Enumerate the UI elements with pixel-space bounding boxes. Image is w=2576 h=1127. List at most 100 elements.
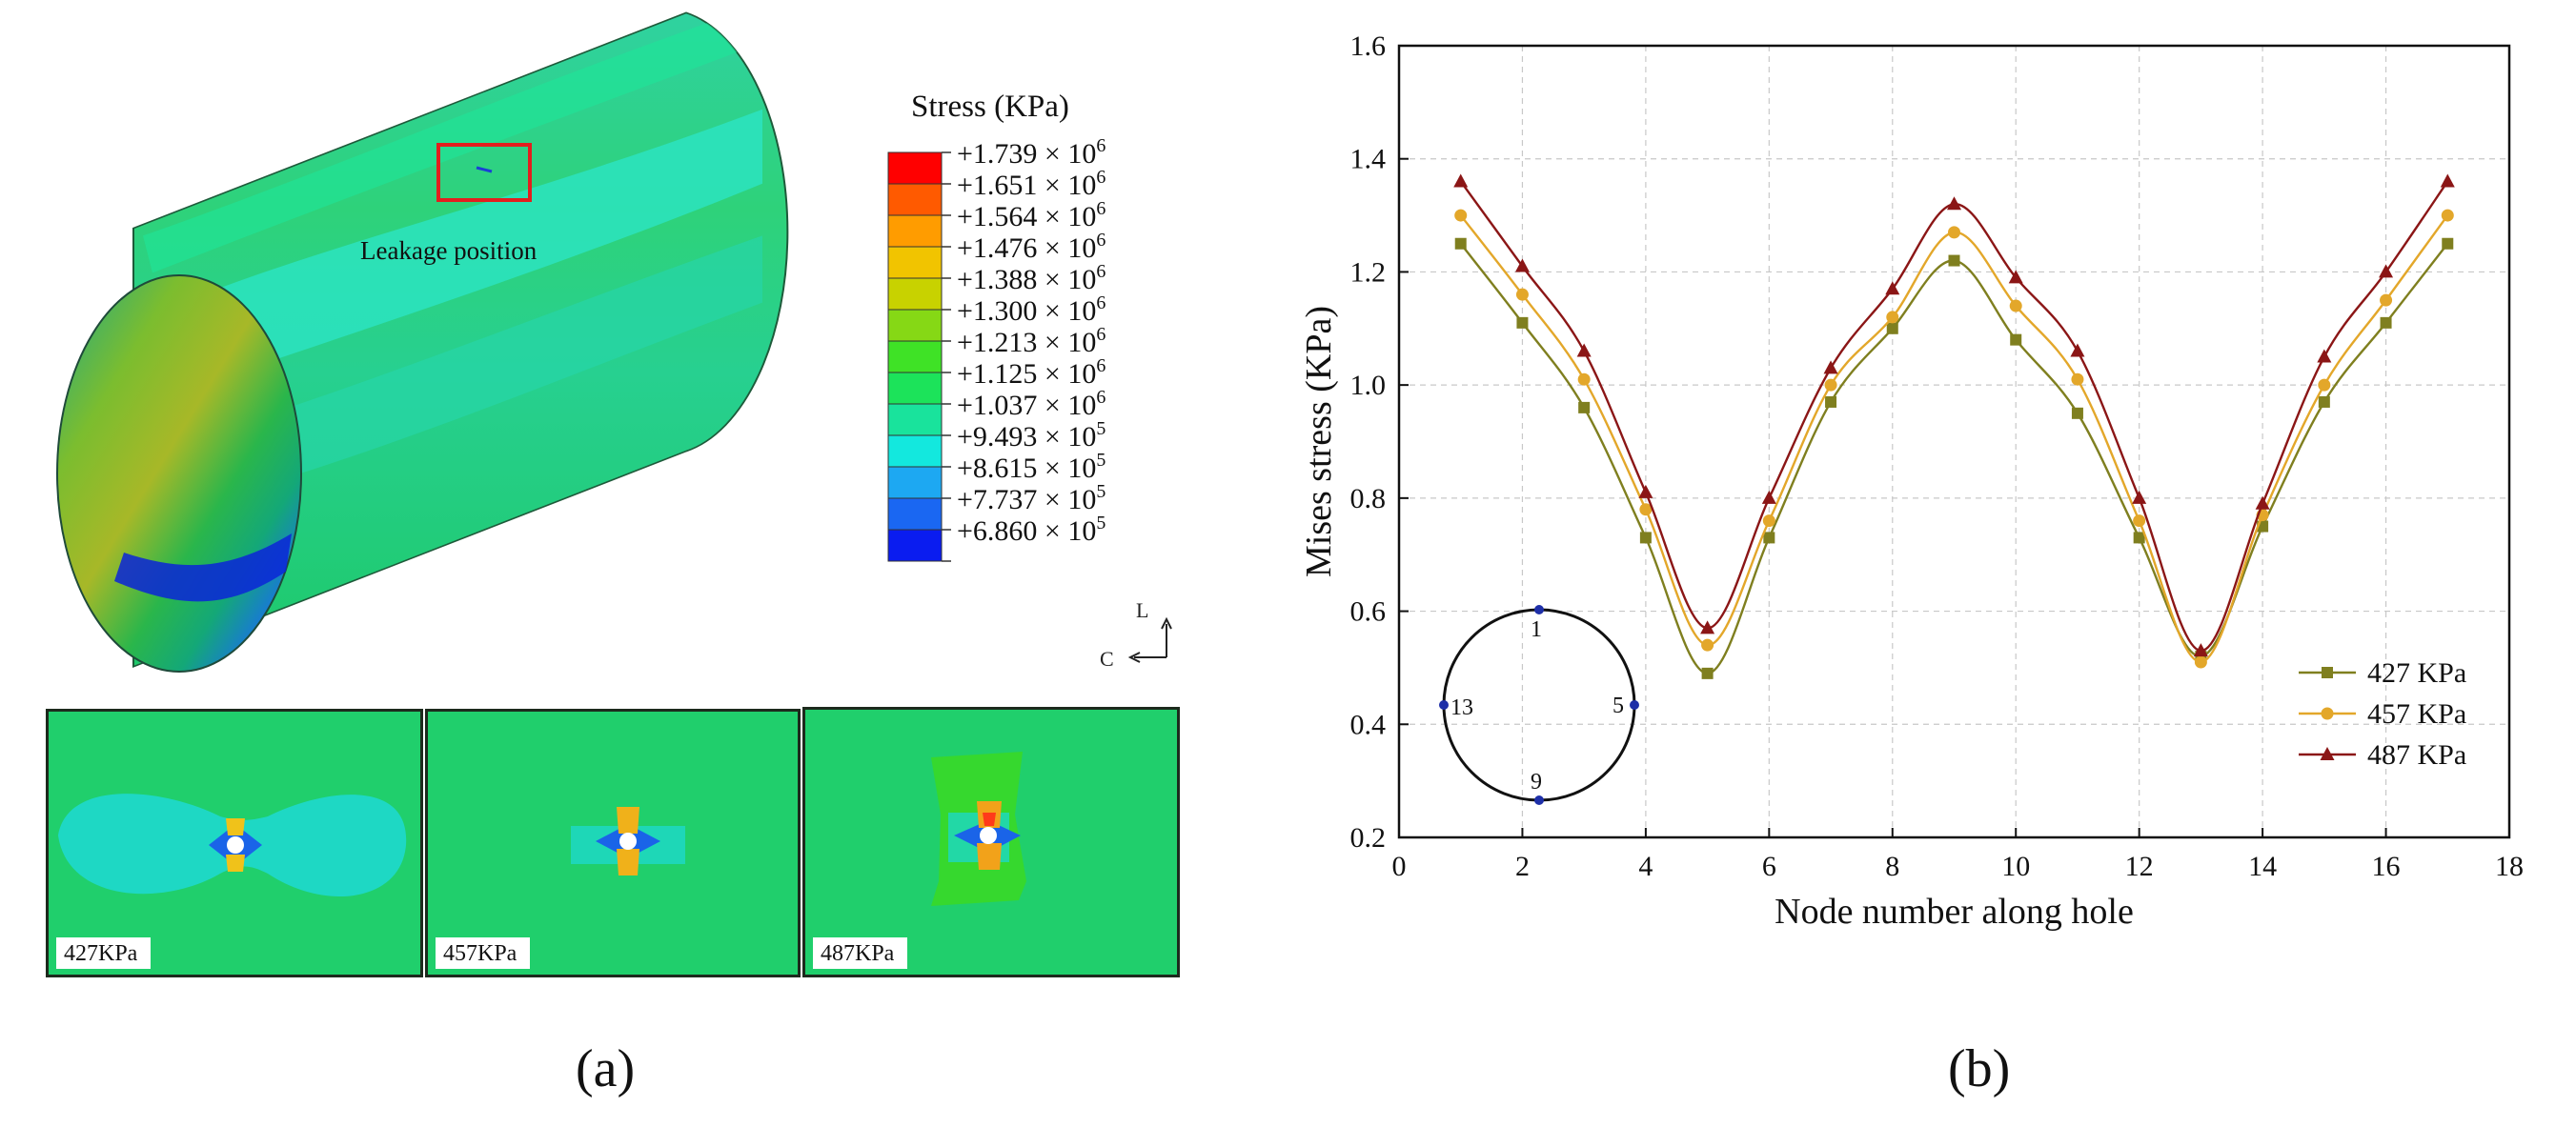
y-tick-label: 0.2 (1350, 822, 1387, 854)
x-tick-label: 10 (2001, 851, 2030, 882)
axis-c-label: C (1100, 647, 1114, 671)
legend-entry: 457 KPa (2299, 698, 2466, 730)
data-point (2442, 237, 2454, 250)
y-tick-label: 0.6 (1350, 596, 1387, 628)
legend-swatch (887, 277, 943, 311)
y-tick-label: 0.8 (1350, 483, 1387, 514)
data-point (2010, 333, 2022, 346)
data-point (2071, 407, 2083, 419)
legend-swatch (887, 434, 943, 468)
y-tick-label: 0.4 (1350, 709, 1387, 740)
data-point (2320, 747, 2335, 760)
legend-value: +1.213 × 106 (957, 324, 1105, 358)
chart-axes: 0 2 4 6 8 10 12 14 16 18 0.2 0.4 0.6 0.8 1.0 1.2 1.4 1.6 (1350, 30, 2525, 882)
data-point (1701, 638, 1714, 652)
hole-node-13-dot (1439, 700, 1449, 710)
data-point (1454, 209, 1468, 222)
data-point (1578, 401, 1591, 413)
legend-value: +1.651 × 106 (957, 167, 1105, 201)
data-point (1761, 490, 1776, 504)
legend-swatch (887, 309, 943, 342)
data-point (1516, 316, 1529, 329)
series-427-kpa (1454, 237, 2454, 679)
data-point (2441, 209, 2454, 222)
legend-swatch (887, 497, 943, 531)
legend-value: +1.739 × 106 (957, 135, 1105, 170)
data-point (1639, 503, 1653, 516)
data-point (1701, 667, 1714, 679)
series-457-kpa (1454, 209, 2454, 669)
hole-node-13-label: 13 (1450, 695, 1473, 720)
y-tick-label: 1.6 (1350, 30, 1387, 62)
hole-node-1-dot (1534, 605, 1544, 614)
data-point (2009, 299, 2022, 312)
inset-487kpa: 487KPa (802, 707, 1180, 977)
leakage-marker-box (436, 143, 532, 202)
legend-value: +7.737 × 105 (957, 481, 1105, 515)
series-487-kpa (1453, 173, 2455, 657)
data-point (2255, 495, 2270, 510)
data-point (2133, 514, 2146, 528)
inset-457kpa: 457KPa (425, 709, 801, 977)
data-point (1515, 288, 1529, 301)
data-point (2318, 378, 2331, 392)
legend-value: +9.493 × 105 (957, 418, 1105, 453)
data-point (1762, 514, 1775, 528)
hole-node-9-label: 9 (1531, 770, 1542, 795)
data-point (1576, 343, 1592, 357)
panel-b: 0 2 4 6 8 10 12 14 16 18 0.2 0.4 0.6 0.8 1.0 1.2 1.4 1.6 … (1277, 0, 2576, 1127)
axis-l-label: L (1136, 598, 1148, 622)
data-point (1763, 532, 1775, 544)
data-point (2317, 349, 2332, 363)
data-point (1824, 378, 1837, 392)
data-point (1639, 532, 1652, 544)
data-point (2321, 707, 2334, 720)
legend-swatch (887, 466, 943, 499)
chart-grid (1399, 46, 2509, 837)
legend-title: Stress (KPa) (911, 90, 1069, 124)
legend-entry: 427 KPa (2299, 657, 2466, 689)
data-point (1454, 237, 1467, 250)
legend-value: +1.476 × 106 (957, 230, 1105, 264)
data-point (2193, 643, 2208, 657)
hole-node-5-dot (1630, 700, 1639, 710)
leakage-label: Leakage position (360, 236, 538, 265)
legend-label: 487 KPa (2367, 739, 2466, 771)
data-point (2380, 316, 2392, 329)
data-point (2440, 173, 2455, 188)
mises-stress-chart: 0 2 4 6 8 10 12 14 16 180.20.40.60.81.01.21.41.6 … (1299, 30, 2525, 932)
data-point (1700, 620, 1715, 634)
x-tick-label: 6 (1762, 851, 1776, 882)
data-point (1453, 173, 1469, 188)
x-tick-label: 16 (2372, 851, 2401, 882)
series-line (1459, 180, 2449, 653)
legend-color-scale: +1.739 × 106+1.651 × 106+1.564 × 106+1.4… (887, 135, 1105, 562)
data-point (2379, 264, 2394, 278)
plot-frame (1397, 44, 2511, 839)
legend-label: 457 KPa (2367, 698, 2466, 730)
inset-label-427: 427KPa (56, 937, 152, 969)
y-axis-label: Mises stress (KPa) (1299, 306, 1339, 577)
data-point (2071, 372, 2084, 386)
data-point (1514, 258, 1530, 272)
data-point (2133, 532, 2145, 544)
legend-value: +1.125 × 106 (957, 355, 1105, 390)
legend-entry: 487 KPa (2299, 739, 2466, 771)
x-tick-label: 4 (1638, 851, 1653, 882)
cylinder-open-end (56, 274, 302, 673)
x-tick-label: 8 (1885, 851, 1899, 882)
legend-swatch (887, 340, 943, 373)
legend-value: +6.860 × 105 (957, 513, 1105, 547)
data-point (1885, 281, 1900, 295)
legend-value: +8.615 × 105 (957, 450, 1105, 484)
legend-value: +1.564 × 106 (957, 198, 1105, 232)
hole-node-5-label: 5 (1613, 694, 1624, 718)
subfigure-label-b: (b) (1948, 1039, 2011, 1098)
data-point (1947, 196, 1961, 211)
legend-label: 427 KPa (2367, 657, 2466, 689)
legend-value: +1.300 × 106 (957, 292, 1105, 327)
x-tick-label: 18 (2495, 851, 2524, 882)
data-point (2008, 270, 2023, 284)
x-axis-label: Node number along hole (1775, 892, 2134, 932)
legend-swatch (887, 403, 943, 436)
